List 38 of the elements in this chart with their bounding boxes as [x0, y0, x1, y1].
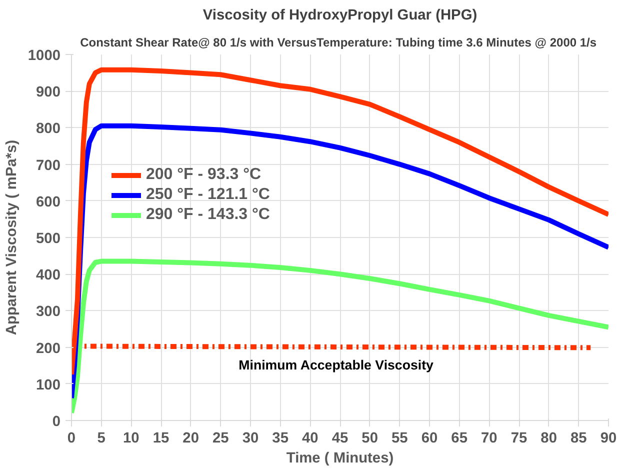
x-tick-label: 45 [332, 430, 348, 446]
y-tick-label: 300 [36, 304, 61, 320]
y-tick-label: 600 [36, 194, 61, 210]
x-tick-label: 55 [392, 430, 408, 446]
y-axis-title: Apparent Viscosity ( mPa*s) [4, 140, 20, 336]
chart-title: Viscosity of HydroxyPropyl Guar (HPG) [202, 8, 478, 24]
legend-label: 250 °F - 121.1 °C [146, 186, 270, 204]
x-tick-label: 70 [481, 430, 498, 446]
x-tick-label: 90 [600, 430, 617, 446]
x-tick-label: 60 [421, 430, 438, 446]
legend-label: 200 °F - 93.3 °C [146, 166, 262, 184]
y-tick-label: 100 [36, 377, 61, 394]
x-tick-label: 75 [510, 430, 528, 446]
y-tick-label: 500 [36, 231, 61, 247]
x-tick-label: 25 [212, 430, 229, 446]
x-tick-label: 5 [97, 430, 106, 446]
x-axis-title: Time ( Minutes) [286, 450, 394, 466]
y-tick-label: 400 [36, 268, 61, 284]
x-tick-label: 30 [242, 430, 259, 446]
y-tick-label: 700 [36, 158, 61, 174]
x-tick-label: 50 [362, 430, 378, 446]
x-tick-label: 85 [570, 430, 587, 446]
x-tick-label: 10 [123, 430, 140, 446]
x-tick-label: 20 [182, 430, 199, 446]
y-tick-label: 1000 [28, 48, 61, 64]
annotation: Minimum Acceptable Viscosity [238, 358, 434, 372]
y-tick-label: 800 [36, 121, 61, 138]
x-tick-label: 65 [451, 430, 468, 446]
x-tick-label: 35 [272, 430, 288, 446]
y-tick-label: 0 [52, 414, 61, 430]
chart-subtitle: Constant Shear Rate@ 80 1/s with VersusTemperature: Tubing time 3.6 Minutes @ 2000 1/s [80, 36, 597, 50]
y-tick-label: 200 [36, 340, 61, 357]
x-tick-label: 15 [152, 430, 170, 446]
y-tick-label: 900 [36, 84, 61, 101]
x-tick-label: 80 [540, 430, 557, 446]
x-tick-label: 40 [302, 430, 318, 446]
x-tick-label: 0 [67, 430, 76, 446]
legend-label: 290 °F - 143.3 °C [146, 206, 270, 224]
